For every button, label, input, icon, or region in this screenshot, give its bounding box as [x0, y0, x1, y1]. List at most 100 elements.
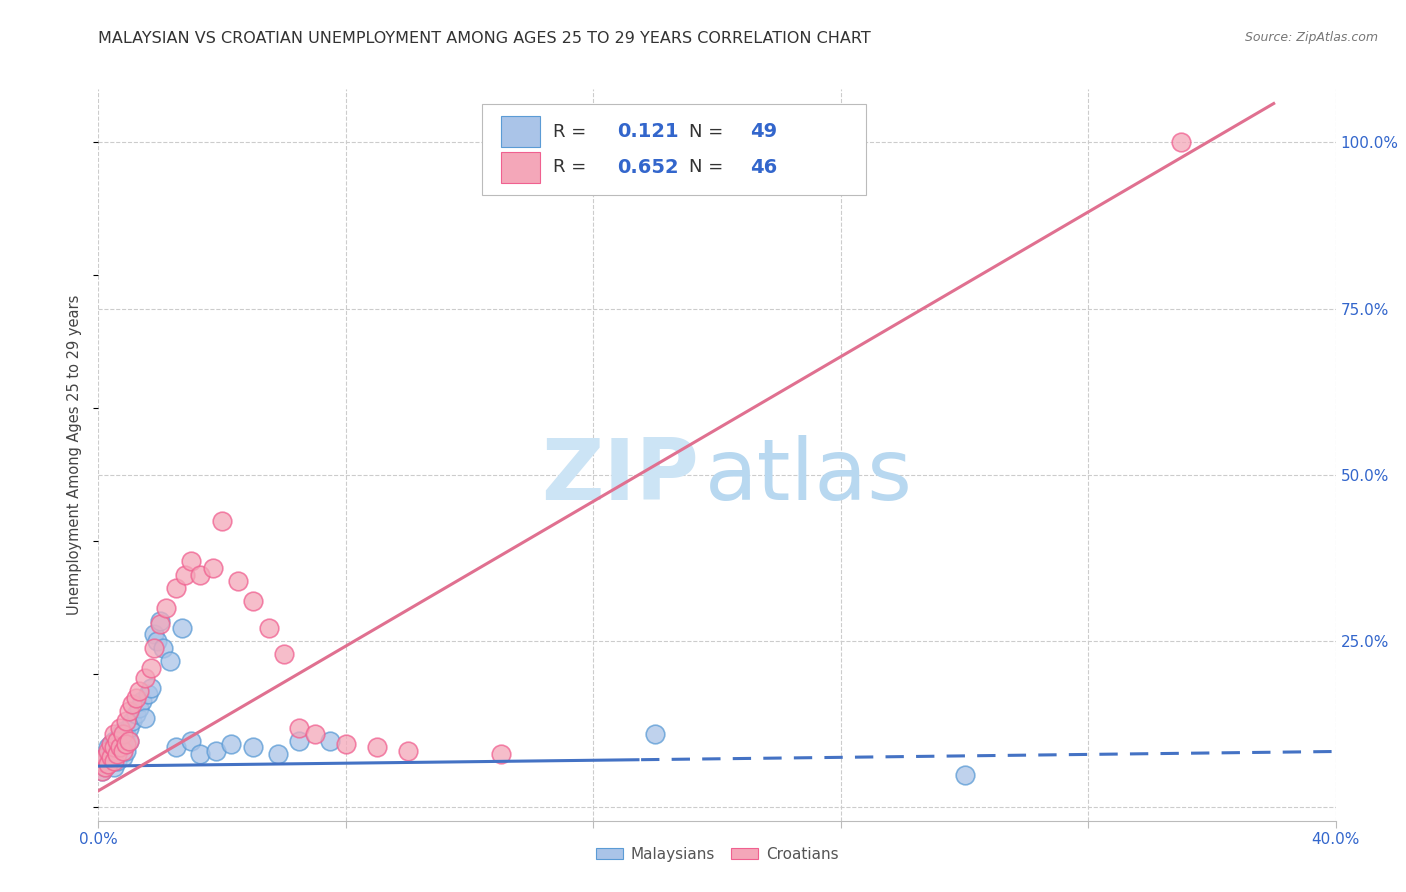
- Point: [108, 740, 131, 755]
- Point: [105, 734, 128, 748]
- Point: [146, 634, 169, 648]
- Point: [90, 764, 112, 778]
- Point: [124, 690, 146, 705]
- Point: [115, 727, 138, 741]
- Point: [105, 747, 128, 761]
- Point: [115, 744, 138, 758]
- Point: [1170, 136, 1192, 150]
- Point: [288, 721, 311, 735]
- Text: 0.121: 0.121: [617, 122, 679, 141]
- Point: [105, 734, 128, 748]
- Point: [159, 654, 181, 668]
- Point: [93, 760, 115, 774]
- Point: [115, 714, 138, 728]
- Point: [131, 694, 153, 708]
- Point: [97, 757, 120, 772]
- Point: [112, 744, 135, 758]
- Point: [93, 750, 115, 764]
- Point: [152, 640, 174, 655]
- Point: [221, 737, 243, 751]
- Point: [103, 760, 125, 774]
- Point: [90, 764, 112, 778]
- Point: [174, 567, 197, 582]
- Point: [112, 750, 135, 764]
- Point: [134, 671, 156, 685]
- FancyBboxPatch shape: [482, 103, 866, 195]
- Point: [118, 721, 141, 735]
- Point: [121, 698, 143, 712]
- Point: [103, 754, 125, 768]
- Point: [201, 561, 224, 575]
- Point: [288, 734, 311, 748]
- Point: [118, 734, 141, 748]
- Point: [97, 740, 120, 755]
- Point: [165, 581, 187, 595]
- Point: [97, 757, 120, 772]
- Text: ZIP: ZIP: [541, 435, 699, 518]
- Point: [105, 744, 128, 758]
- Point: [180, 734, 202, 748]
- Point: [180, 554, 202, 568]
- Point: [124, 707, 146, 722]
- Point: [103, 740, 125, 755]
- Point: [103, 734, 125, 748]
- Point: [121, 714, 143, 728]
- Point: [139, 661, 162, 675]
- Point: [128, 684, 150, 698]
- Point: [100, 750, 122, 764]
- Text: 0.652: 0.652: [617, 158, 679, 177]
- Text: 46: 46: [751, 158, 778, 177]
- Point: [149, 614, 172, 628]
- Point: [257, 621, 280, 635]
- Point: [273, 648, 295, 662]
- Point: [112, 727, 135, 741]
- Point: [97, 744, 120, 758]
- Point: [112, 737, 135, 751]
- Point: [118, 734, 141, 748]
- Point: [211, 515, 233, 529]
- Point: [118, 704, 141, 718]
- Point: [93, 760, 115, 774]
- Point: [103, 727, 125, 741]
- Point: [143, 627, 166, 641]
- Point: [170, 621, 193, 635]
- Point: [190, 747, 212, 761]
- Text: Source: ZipAtlas.com: Source: ZipAtlas.com: [1244, 31, 1378, 45]
- Point: [108, 740, 131, 755]
- Point: [226, 574, 249, 589]
- Point: [100, 744, 122, 758]
- Point: [489, 747, 512, 761]
- Point: [100, 737, 122, 751]
- Text: atlas: atlas: [704, 435, 912, 518]
- Text: MALAYSIAN VS CROATIAN UNEMPLOYMENT AMONG AGES 25 TO 29 YEARS CORRELATION CHART: MALAYSIAN VS CROATIAN UNEMPLOYMENT AMONG…: [98, 31, 872, 46]
- Point: [100, 737, 122, 751]
- Point: [112, 723, 135, 738]
- Point: [134, 710, 156, 724]
- Point: [396, 744, 419, 758]
- Point: [103, 747, 125, 761]
- Point: [335, 737, 357, 751]
- Point: [366, 740, 388, 755]
- Point: [93, 750, 115, 764]
- Point: [100, 754, 122, 768]
- Point: [165, 740, 187, 755]
- Point: [155, 600, 177, 615]
- Point: [190, 567, 212, 582]
- Point: [105, 754, 128, 768]
- Text: R =: R =: [553, 122, 592, 141]
- FancyBboxPatch shape: [501, 116, 540, 147]
- Point: [242, 594, 264, 608]
- Point: [115, 737, 138, 751]
- Point: [644, 727, 666, 741]
- Point: [90, 757, 112, 772]
- Text: N =: N =: [689, 159, 728, 177]
- Text: R =: R =: [553, 159, 592, 177]
- Point: [319, 734, 342, 748]
- Point: [953, 768, 976, 782]
- Point: [205, 744, 228, 758]
- Point: [149, 617, 172, 632]
- Point: [143, 640, 166, 655]
- Point: [242, 740, 264, 755]
- Point: [108, 721, 131, 735]
- Text: 49: 49: [751, 122, 778, 141]
